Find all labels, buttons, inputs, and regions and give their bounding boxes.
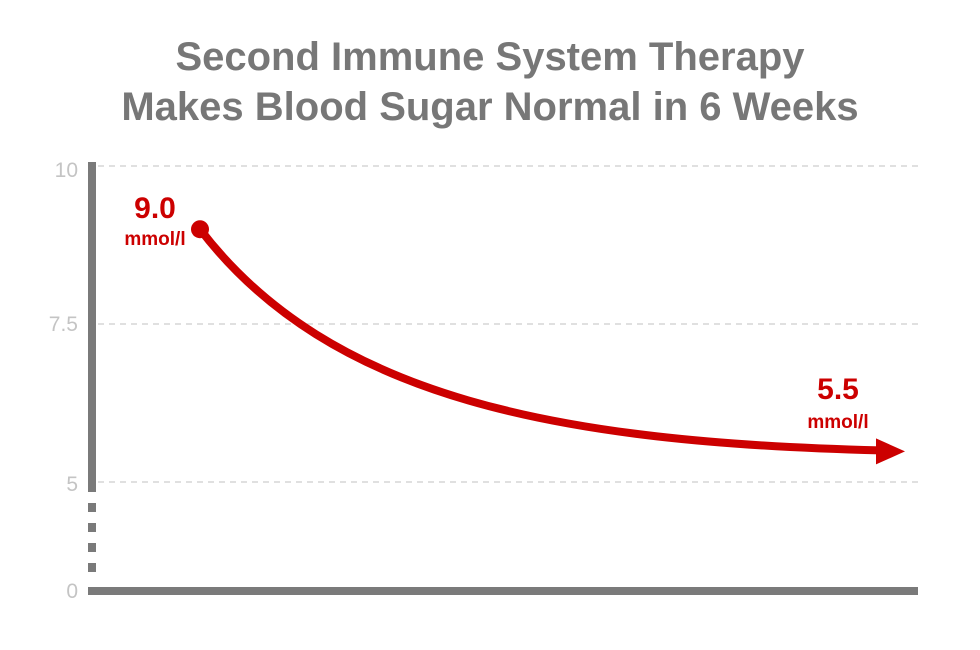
y-tick-label-10: 10 bbox=[55, 159, 78, 182]
y-axis-line bbox=[88, 162, 96, 492]
y-axis-break-dash bbox=[88, 503, 96, 512]
y-axis-break-dash bbox=[88, 543, 96, 552]
series-line bbox=[196, 225, 884, 455]
end-unit-label: mmol/l bbox=[807, 412, 868, 433]
gridlines bbox=[98, 165, 918, 483]
y-tick-label-7-5: 7.5 bbox=[49, 313, 78, 336]
y-axis-break-dash bbox=[88, 523, 96, 532]
end-arrowhead bbox=[876, 438, 905, 465]
axes bbox=[88, 162, 918, 595]
series-blood-sugar bbox=[191, 220, 905, 465]
y-axis-break-dash bbox=[88, 563, 96, 572]
y-tick-label-0: 0 bbox=[66, 580, 78, 603]
start-value-label: 9.0 bbox=[134, 192, 176, 225]
y-tick-label-5: 5 bbox=[66, 473, 78, 496]
chart-title-line-2: Makes Blood Sugar Normal in 6 Weeks bbox=[121, 85, 858, 129]
chart-title-line-1: Second Immune System Therapy bbox=[175, 35, 805, 79]
end-value-label: 5.5 bbox=[817, 373, 859, 406]
start-unit-label: mmol/l bbox=[124, 229, 185, 250]
x-axis-line bbox=[88, 587, 918, 595]
start-point bbox=[191, 220, 209, 239]
y-axis-break bbox=[88, 503, 96, 572]
